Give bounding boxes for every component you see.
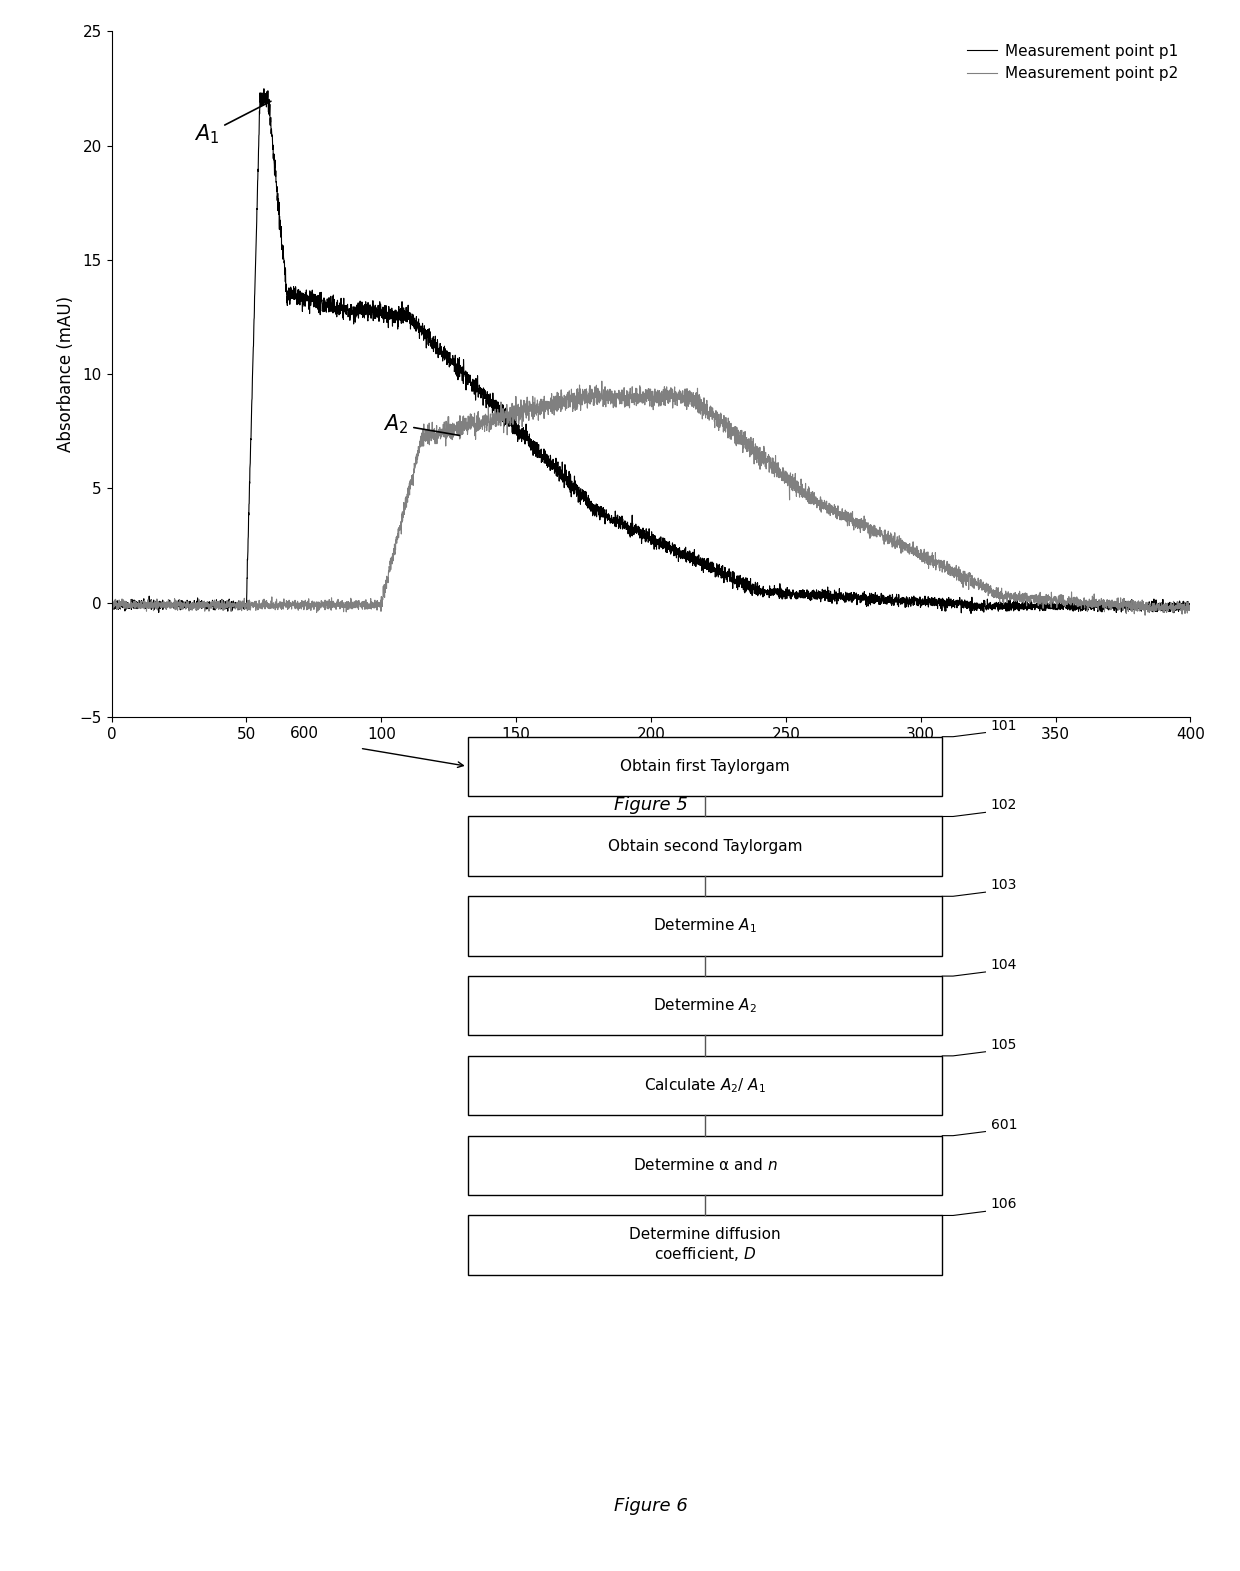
Measurement point p1 bbox=[257, 79, 272, 97]
Text: Determine α and $n$: Determine α and $n$ bbox=[632, 1158, 777, 1174]
Measurement point p1 bbox=[588, 496, 603, 515]
Measurement point p2 bbox=[361, 594, 376, 613]
Text: 101: 101 bbox=[991, 718, 1017, 732]
Text: Determine $A_1$: Determine $A_1$ bbox=[653, 916, 756, 935]
FancyBboxPatch shape bbox=[467, 737, 942, 796]
Line: Measurement point p1: Measurement point p1 bbox=[112, 88, 1190, 613]
Text: Figure 5: Figure 5 bbox=[614, 796, 688, 814]
FancyBboxPatch shape bbox=[467, 1056, 942, 1115]
Text: $A_2$: $A_2$ bbox=[383, 413, 460, 437]
Measurement point p1 bbox=[355, 303, 370, 322]
Legend: Measurement point p1, Measurement point p2: Measurement point p1, Measurement point … bbox=[962, 39, 1183, 86]
Measurement point p1 bbox=[361, 294, 376, 313]
Measurement point p2 bbox=[1137, 606, 1152, 625]
Text: Determine $A_2$: Determine $A_2$ bbox=[653, 996, 756, 1015]
Text: Obtain second Taylorgam: Obtain second Taylorgam bbox=[608, 839, 802, 853]
Measurement point p1 bbox=[104, 594, 119, 613]
FancyBboxPatch shape bbox=[467, 976, 942, 1035]
Y-axis label: Absorbance (mAU): Absorbance (mAU) bbox=[57, 295, 76, 452]
Measurement point p1 bbox=[511, 415, 526, 434]
Text: 104: 104 bbox=[991, 958, 1017, 972]
Text: Calculate $A_2$/ $A_1$: Calculate $A_2$/ $A_1$ bbox=[644, 1076, 766, 1095]
Measurement point p1 bbox=[366, 302, 381, 320]
Measurement point p2 bbox=[1183, 600, 1198, 619]
Measurement point p2 bbox=[594, 372, 609, 391]
FancyBboxPatch shape bbox=[467, 1136, 942, 1196]
Measurement point p2 bbox=[588, 377, 603, 396]
Text: $A_1$: $A_1$ bbox=[195, 101, 272, 146]
Line: Measurement point p2: Measurement point p2 bbox=[112, 382, 1190, 616]
FancyBboxPatch shape bbox=[467, 817, 942, 875]
Text: 601: 601 bbox=[991, 1117, 1017, 1131]
Text: 103: 103 bbox=[991, 878, 1017, 892]
X-axis label: Time (s): Time (s) bbox=[614, 748, 688, 765]
Measurement point p2 bbox=[355, 597, 370, 616]
FancyBboxPatch shape bbox=[467, 1216, 942, 1274]
Measurement point p2 bbox=[511, 394, 526, 413]
Text: 106: 106 bbox=[991, 1197, 1017, 1211]
Measurement point p1 bbox=[1183, 600, 1198, 619]
Measurement point p1 bbox=[963, 603, 978, 622]
FancyBboxPatch shape bbox=[467, 897, 942, 955]
Measurement point p2 bbox=[104, 599, 119, 617]
Text: Determine diffusion
coefficient, $D$: Determine diffusion coefficient, $D$ bbox=[629, 1227, 781, 1263]
Measurement point p1 bbox=[1174, 595, 1189, 614]
Text: 102: 102 bbox=[991, 798, 1017, 812]
Text: Obtain first Taylorgam: Obtain first Taylorgam bbox=[620, 759, 790, 775]
Text: Figure 6: Figure 6 bbox=[614, 1497, 688, 1514]
Text: 105: 105 bbox=[991, 1038, 1017, 1051]
Measurement point p2 bbox=[366, 597, 381, 616]
Text: 600: 600 bbox=[290, 726, 319, 742]
Measurement point p2 bbox=[1174, 605, 1189, 624]
